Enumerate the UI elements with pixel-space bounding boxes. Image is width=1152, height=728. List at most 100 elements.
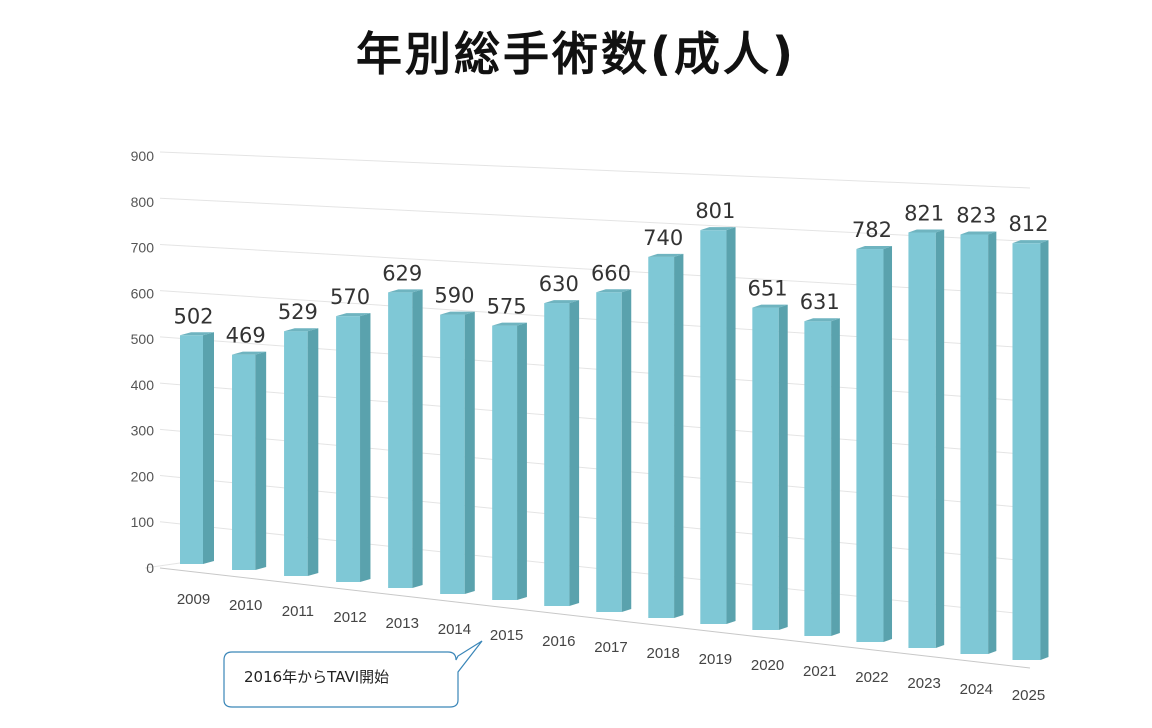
bar-front — [1012, 243, 1041, 660]
gridline — [159, 151, 1031, 189]
gridlines — [144, 151, 1031, 669]
bar-2025 — [1012, 240, 1049, 660]
data-label: 630 — [539, 272, 579, 296]
bar-side — [1040, 240, 1049, 660]
bar-2022 — [856, 246, 893, 643]
y-tick-label: 700 — [131, 240, 155, 256]
x-tick-label: 2018 — [646, 645, 679, 662]
bar-side — [831, 318, 840, 636]
bar-front — [596, 292, 622, 612]
bar-front — [388, 292, 413, 588]
bar-top — [648, 253, 684, 257]
x-tick-label: 2009 — [177, 591, 210, 608]
bar-top — [336, 313, 371, 317]
x-tick-label: 2019 — [699, 651, 732, 668]
bar-side — [412, 289, 423, 588]
bar-side — [255, 351, 267, 570]
data-label: 782 — [852, 218, 892, 242]
bar-front — [908, 232, 936, 648]
bar-side — [988, 231, 997, 655]
x-tick-label: 2022 — [855, 669, 888, 686]
y-tick-label: 300 — [131, 423, 155, 439]
data-label: 740 — [643, 226, 683, 250]
x-tick-label: 2011 — [282, 603, 314, 620]
y-tick-label: 200 — [131, 468, 155, 484]
bar-top — [284, 328, 319, 332]
bar-2018 — [648, 253, 684, 619]
bar-front — [752, 307, 779, 630]
bar-top — [856, 246, 893, 250]
bar-top — [544, 300, 580, 304]
gridline — [159, 197, 1031, 242]
bar-front — [180, 335, 203, 564]
bar-top — [492, 322, 527, 326]
bar-top — [700, 227, 736, 231]
bar-front — [960, 234, 989, 655]
x-tick-label: 2025 — [1012, 687, 1045, 704]
y-axis: 0 100 200 300 400 500 600 700 800 900 — [131, 148, 155, 576]
data-label: 660 — [591, 261, 631, 285]
bar-top — [232, 351, 267, 355]
data-label: 575 — [487, 295, 527, 319]
bar-2009 — [180, 332, 214, 564]
bar-2017 — [596, 289, 632, 612]
bar-2012 — [336, 313, 371, 582]
bar-top — [596, 289, 632, 293]
bar-2020 — [752, 304, 788, 630]
x-tick-label: 2023 — [907, 675, 940, 692]
x-tick-label: 2012 — [333, 609, 366, 626]
bar-2014 — [440, 311, 475, 594]
bar-front — [492, 325, 518, 600]
annotation-callout — [223, 640, 483, 708]
data-label: 651 — [748, 277, 788, 301]
bar-front — [700, 230, 727, 625]
data-label: 812 — [1008, 212, 1048, 236]
x-tick-label: 2017 — [594, 639, 627, 656]
bar-2015 — [492, 322, 527, 600]
data-label: 529 — [278, 300, 318, 324]
x-tick-label: 2021 — [803, 663, 836, 680]
bar-side — [517, 322, 527, 600]
x-tick-label: 2010 — [229, 597, 262, 614]
bar-top — [960, 231, 997, 235]
bar-side — [726, 227, 736, 625]
bar-side — [935, 229, 945, 648]
data-labels: 502 469 529 570 629 590 575 630 660 740 801 651 631 7… — [173, 199, 1048, 347]
data-label: 590 — [434, 284, 474, 308]
bar-top — [440, 311, 475, 315]
bar-side — [883, 246, 893, 643]
data-label: 823 — [956, 203, 996, 227]
bar-top — [804, 318, 840, 322]
x-tick-label: 2013 — [386, 615, 419, 632]
grid-depth-line — [144, 562, 181, 569]
bar-front — [284, 331, 308, 576]
data-label: 502 — [173, 304, 213, 328]
bar-2019 — [700, 227, 736, 625]
y-tick-label: 900 — [131, 148, 155, 164]
bar-front — [804, 321, 832, 636]
bar-side — [621, 289, 632, 612]
bar-top — [180, 332, 214, 336]
bar-2010 — [232, 351, 267, 570]
bar-front — [544, 303, 570, 606]
gridline — [159, 567, 1031, 669]
x-axis: 2009 2010 2011 2012 2013 2014 2015 2016 2017 2018… — [177, 591, 1045, 704]
bar-front — [232, 354, 256, 570]
y-tick-label: 0 — [146, 560, 154, 576]
bar-top — [908, 229, 945, 233]
x-tick-label: 2015 — [490, 627, 523, 644]
bar-front — [648, 256, 675, 618]
bar-side — [674, 253, 684, 619]
y-tick-label: 800 — [131, 194, 155, 210]
bar-2023 — [908, 229, 945, 648]
bar-front — [440, 314, 465, 594]
bar-2011 — [284, 328, 319, 576]
bar-2013 — [388, 289, 423, 588]
bars — [180, 227, 1049, 660]
bar-side — [569, 300, 580, 606]
y-tick-label: 500 — [131, 331, 155, 347]
bar-front — [856, 249, 884, 643]
bar-side — [464, 311, 475, 594]
data-label: 801 — [695, 199, 735, 223]
data-label: 469 — [226, 324, 266, 348]
